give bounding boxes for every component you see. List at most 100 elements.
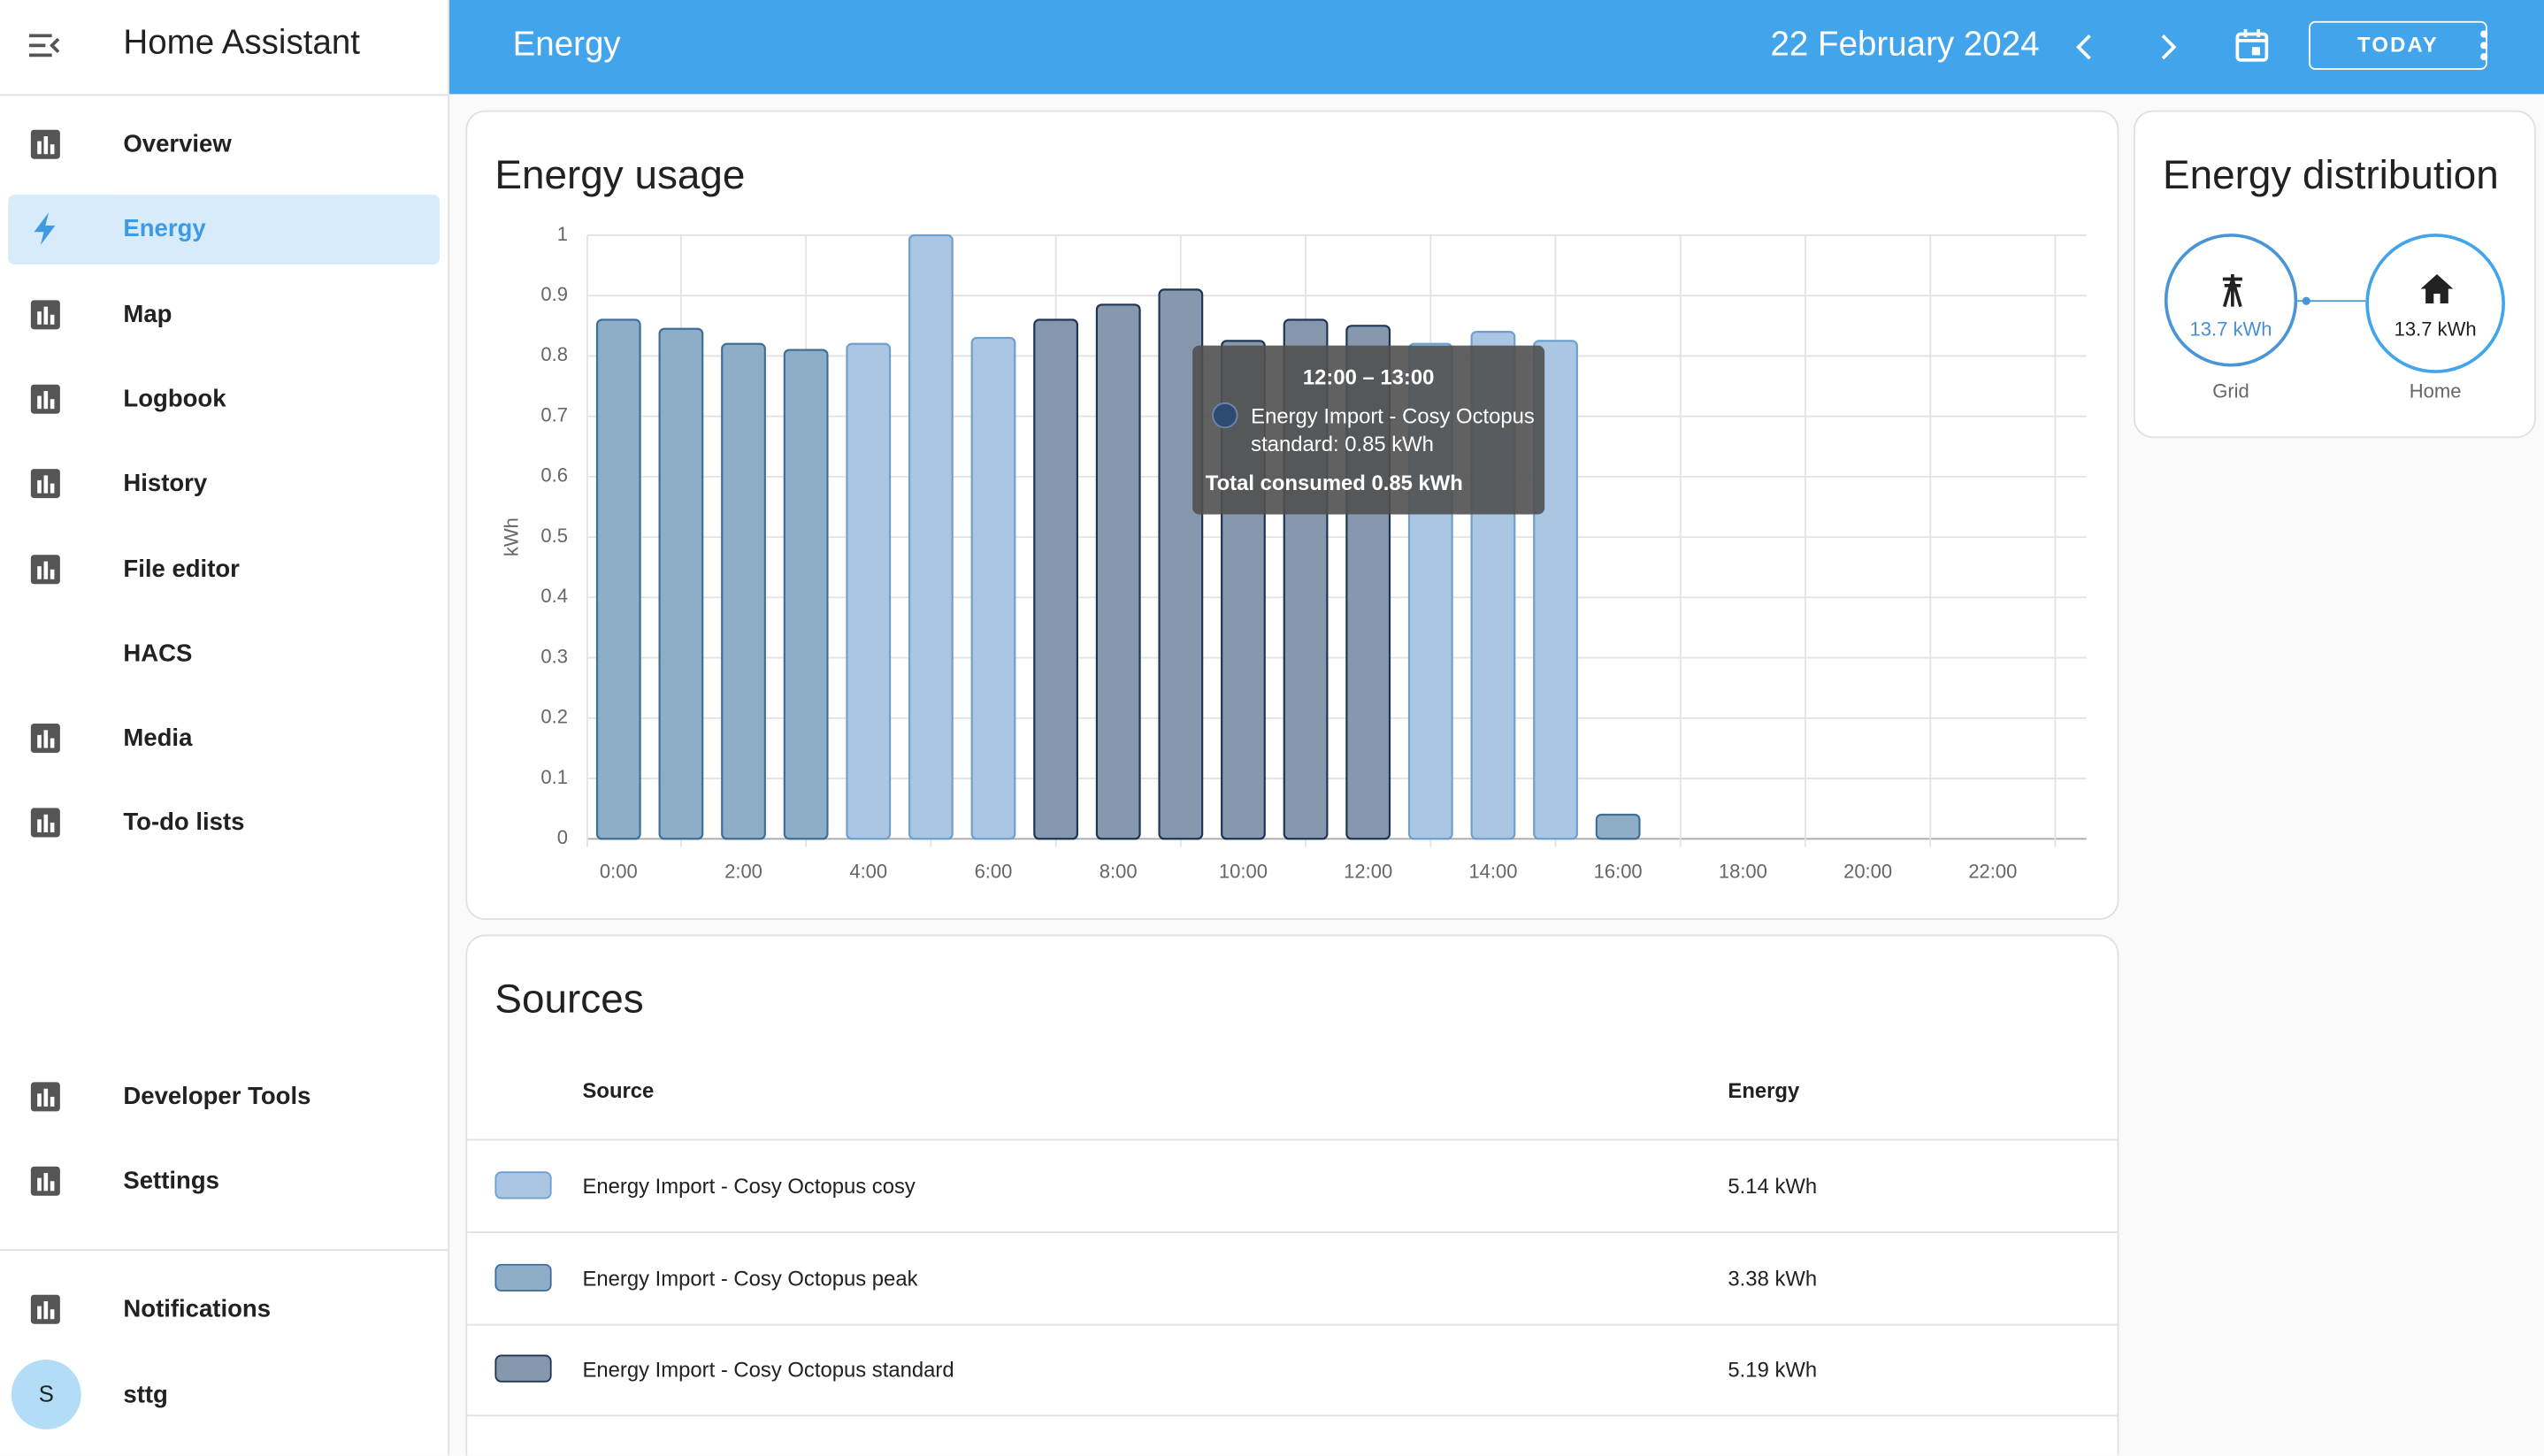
nav-item[interactable]: Settings xyxy=(123,1167,219,1195)
x-tick-label: 18:00 xyxy=(1719,861,1767,883)
menu-icon[interactable] xyxy=(26,29,65,62)
column-header: Energy xyxy=(1728,1077,1800,1103)
nav-icon xyxy=(30,469,60,499)
grid-label: Grid xyxy=(2212,379,2249,402)
x-tick-label: 2:00 xyxy=(724,861,762,883)
source-energy: 5.19 kWh xyxy=(1728,1358,1818,1383)
calendar-button[interactable] xyxy=(2233,26,2272,65)
tooltip-swatch xyxy=(1212,402,1238,429)
home-label: Home xyxy=(2409,379,2462,402)
page-title: Energy xyxy=(512,26,621,64)
y-tick-label: 0 xyxy=(557,826,568,848)
bar xyxy=(1095,303,1141,840)
legend-swatch xyxy=(494,1355,552,1383)
divider xyxy=(0,1249,448,1252)
nav-icon xyxy=(30,129,60,159)
row-divider xyxy=(467,1323,2118,1325)
y-tick-label: 0.2 xyxy=(540,706,568,728)
nav-icon xyxy=(30,808,60,839)
nav-item[interactable]: Media xyxy=(123,724,193,753)
y-tick-label: 0.5 xyxy=(540,525,568,547)
nav-item[interactable]: Energy xyxy=(123,215,206,243)
nav-item[interactable]: HACS xyxy=(123,640,193,668)
bar xyxy=(1033,318,1079,840)
grid-node[interactable]: 13.7 kWh xyxy=(2164,234,2298,367)
source-name: Energy Import - Cosy Octopus peak xyxy=(582,1266,918,1291)
y-tick-label: 0.4 xyxy=(540,585,568,607)
home-node[interactable]: 13.7 kWh xyxy=(2365,234,2506,373)
row-divider xyxy=(467,1231,2118,1233)
legend-swatch xyxy=(494,1263,552,1291)
nav-icon xyxy=(30,1294,60,1324)
bar xyxy=(1533,340,1578,840)
x-tick-label: 16:00 xyxy=(1594,861,1643,883)
app-title: Home Assistant xyxy=(123,24,361,62)
x-tick-label: 22:00 xyxy=(1968,861,2017,883)
flow-line xyxy=(2297,300,2366,303)
nav-item[interactable]: Logbook xyxy=(123,385,226,413)
bar xyxy=(658,327,704,840)
bar xyxy=(783,349,829,840)
source-name: Energy Import - Cosy Octopus cosy xyxy=(582,1174,916,1199)
bar xyxy=(721,342,766,840)
column-header: Source xyxy=(582,1077,655,1103)
nav-item[interactable]: File editor xyxy=(123,555,240,583)
y-tick-label: 0.7 xyxy=(540,403,568,425)
user-name[interactable]: sttg xyxy=(123,1381,168,1410)
sources-card: Sources Source Energy Energy Import - Cosy… xyxy=(465,934,2119,1456)
prev-button[interactable] xyxy=(2069,31,2102,64)
bar xyxy=(595,318,641,840)
nav-icon xyxy=(30,1082,60,1112)
x-tick-label: 14:00 xyxy=(1468,861,1517,883)
grid-value: 13.7 kWh xyxy=(2189,318,2272,341)
row-divider xyxy=(467,1138,2118,1141)
top-bar: Energy 22 February 2024 TODAY xyxy=(449,0,2544,95)
home-icon xyxy=(2420,273,2454,303)
nav-icon xyxy=(30,1166,60,1196)
bar xyxy=(1158,288,1204,840)
x-tick-label: 8:00 xyxy=(1100,861,1138,883)
nav-item[interactable]: Developer Tools xyxy=(123,1083,311,1111)
y-tick-label: 1 xyxy=(557,223,568,245)
nav-icon xyxy=(30,299,60,329)
x-tick-label: 0:00 xyxy=(600,861,638,883)
x-tick-label: 10:00 xyxy=(1219,861,1268,883)
nav-item[interactable]: To-do lists xyxy=(123,809,245,838)
notifications[interactable]: Notifications xyxy=(123,1295,272,1323)
sidebar: Home Assistant S Overview Energy Map Logboo… xyxy=(0,0,450,1456)
date: 22 February 2024 xyxy=(1770,26,2040,64)
source-energy: 5.14 kWh xyxy=(1728,1174,1818,1199)
active-bg xyxy=(8,195,441,264)
y-tick-label: 0.1 xyxy=(540,766,568,788)
tooltip-total: Total consumed 0.85 kWh xyxy=(1205,470,1463,495)
y-tick-label: 0.6 xyxy=(540,464,568,487)
source-energy: 3.38 kWh xyxy=(1728,1266,1818,1291)
bar xyxy=(1595,813,1641,840)
divider xyxy=(0,94,448,96)
avatar[interactable]: S xyxy=(11,1360,81,1429)
bar xyxy=(846,342,892,840)
y-tick-label: 0.9 xyxy=(540,283,568,305)
nav-item[interactable]: Overview xyxy=(123,130,232,158)
x-tick-label: 4:00 xyxy=(849,861,887,883)
distribution-card: Energy distribution 13.7 kWh 13.7 kWh Gr… xyxy=(2133,110,2536,439)
flow-dot xyxy=(2302,296,2310,305)
card-title: Energy distribution xyxy=(2162,152,2499,198)
tooltip: 12:00 – 13:00 Energy Import - Cosy Octop… xyxy=(1192,345,1545,515)
row-divider xyxy=(467,1415,2118,1417)
home-value: 13.7 kWh xyxy=(2394,318,2477,341)
card-title: Energy usage xyxy=(494,152,746,198)
legend-swatch xyxy=(494,1171,552,1199)
nav-icon xyxy=(30,724,60,754)
source-name: Energy Import - Cosy Octopus standard xyxy=(582,1358,954,1383)
nav-item[interactable]: History xyxy=(123,470,208,498)
grid-icon xyxy=(2222,273,2242,308)
overflow-menu[interactable] xyxy=(2468,27,2501,63)
bar xyxy=(970,336,1016,840)
nav-item[interactable]: Map xyxy=(123,300,172,328)
x-tick-label: 20:00 xyxy=(1843,861,1892,883)
next-button[interactable] xyxy=(2151,31,2184,64)
